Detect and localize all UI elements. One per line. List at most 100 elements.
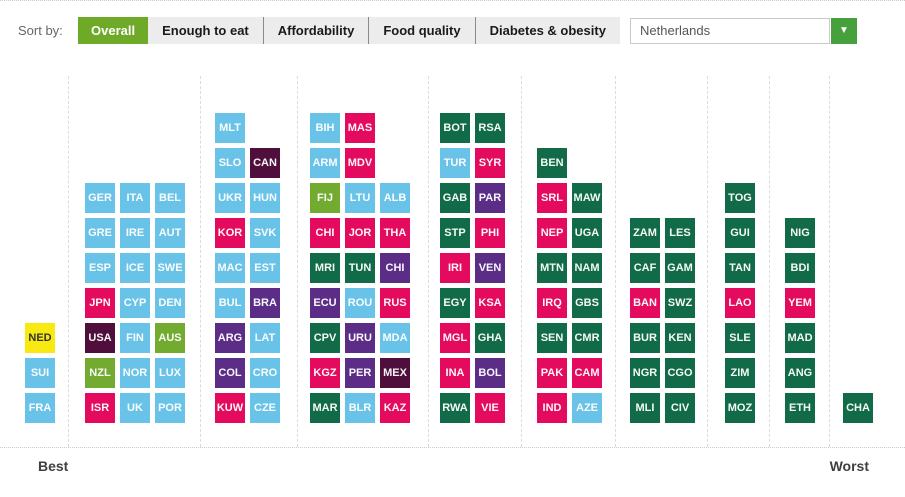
country-tile-swz[interactable]: SWZ bbox=[665, 288, 695, 318]
country-tile-rwa[interactable]: RWA bbox=[440, 393, 470, 423]
country-tile-tha[interactable]: THA bbox=[380, 218, 410, 248]
country-tile-can[interactable]: CAN bbox=[250, 148, 280, 178]
country-tile-jpn[interactable]: JPN bbox=[85, 288, 115, 318]
country-tile-fra[interactable]: FRA bbox=[25, 393, 55, 423]
country-tile-irq[interactable]: IRQ bbox=[537, 288, 567, 318]
country-tile-uk[interactable]: UK bbox=[120, 393, 150, 423]
country-tile-bur[interactable]: BUR bbox=[630, 323, 660, 353]
country-tile-ice[interactable]: ICE bbox=[120, 253, 150, 283]
country-tile-mac[interactable]: MAC bbox=[215, 253, 245, 283]
country-tile-ukr[interactable]: UKR bbox=[215, 183, 245, 213]
country-tile-zam[interactable]: ZAM bbox=[630, 218, 660, 248]
country-tile-ita[interactable]: ITA bbox=[120, 183, 150, 213]
country-tile-bih[interactable]: BIH bbox=[310, 113, 340, 143]
country-tile-chi[interactable]: CHI bbox=[310, 218, 340, 248]
country-tile-ltu[interactable]: LTU bbox=[345, 183, 375, 213]
country-tile-nep[interactable]: NEP bbox=[537, 218, 567, 248]
country-tile-slo[interactable]: SLO bbox=[215, 148, 245, 178]
tab-enough-to-eat[interactable]: Enough to eat bbox=[148, 17, 263, 44]
country-tile-mex[interactable]: MEX bbox=[380, 358, 410, 388]
country-tile-bul[interactable]: BUL bbox=[215, 288, 245, 318]
country-tile-maw[interactable]: MAW bbox=[572, 183, 602, 213]
country-dropdown[interactable]: Netherlands bbox=[630, 18, 830, 44]
country-tile-yem[interactable]: YEM bbox=[785, 288, 815, 318]
country-tile-moz[interactable]: MOZ bbox=[725, 393, 755, 423]
country-tile-cmr[interactable]: CMR bbox=[572, 323, 602, 353]
country-tile-mlt[interactable]: MLT bbox=[215, 113, 245, 143]
country-tile-syr[interactable]: SYR bbox=[475, 148, 505, 178]
country-tile-den[interactable]: DEN bbox=[155, 288, 185, 318]
country-tile-ecu[interactable]: ECU bbox=[310, 288, 340, 318]
chevron-down-icon[interactable]: ▼ bbox=[831, 18, 857, 44]
country-tile-nig[interactable]: NIG bbox=[785, 218, 815, 248]
country-tile-mgl[interactable]: MGL bbox=[440, 323, 470, 353]
country-tile-isr[interactable]: ISR bbox=[85, 393, 115, 423]
country-tile-phi[interactable]: PHI bbox=[475, 218, 505, 248]
country-tile-eth[interactable]: ETH bbox=[785, 393, 815, 423]
country-tile-gab[interactable]: GAB bbox=[440, 183, 470, 213]
country-tile-kgz[interactable]: KGZ bbox=[310, 358, 340, 388]
country-tile-arg[interactable]: ARG bbox=[215, 323, 245, 353]
country-tile-bol[interactable]: BOL bbox=[475, 358, 505, 388]
country-tile-cro[interactable]: CRO bbox=[250, 358, 280, 388]
country-tile-kaz[interactable]: KAZ bbox=[380, 393, 410, 423]
tab-food-quality[interactable]: Food quality bbox=[368, 17, 475, 44]
country-tile-est[interactable]: EST bbox=[250, 253, 280, 283]
country-tile-gha[interactable]: GHA bbox=[475, 323, 505, 353]
country-tile-uga[interactable]: UGA bbox=[572, 218, 602, 248]
country-tile-mli[interactable]: MLI bbox=[630, 393, 660, 423]
country-tile-cpv[interactable]: CPV bbox=[310, 323, 340, 353]
tab-affordability[interactable]: Affordability bbox=[262, 17, 369, 44]
country-tile-swe[interactable]: SWE bbox=[155, 253, 185, 283]
country-tile-esp[interactable]: ESP bbox=[85, 253, 115, 283]
country-tile-pak[interactable]: PAK bbox=[537, 358, 567, 388]
country-tile-mdv[interactable]: MDV bbox=[345, 148, 375, 178]
country-tile-ben[interactable]: BEN bbox=[537, 148, 567, 178]
country-tile-cam[interactable]: CAM bbox=[572, 358, 602, 388]
country-tile-gbs[interactable]: GBS bbox=[572, 288, 602, 318]
country-tile-tan[interactable]: TAN bbox=[725, 253, 755, 283]
country-tile-gam[interactable]: GAM bbox=[665, 253, 695, 283]
country-tile-blr[interactable]: BLR bbox=[345, 393, 375, 423]
country-tile-fin[interactable]: FIN bbox=[120, 323, 150, 353]
country-tile-mas[interactable]: MAS bbox=[345, 113, 375, 143]
country-tile-lat[interactable]: LAT bbox=[250, 323, 280, 353]
country-tile-kor[interactable]: KOR bbox=[215, 218, 245, 248]
country-tile-alb[interactable]: ALB bbox=[380, 183, 410, 213]
country-tile-nam[interactable]: NAM bbox=[572, 253, 602, 283]
country-tile-col[interactable]: COL bbox=[215, 358, 245, 388]
country-tile-mad[interactable]: MAD bbox=[785, 323, 815, 353]
country-tile-cha[interactable]: CHA bbox=[843, 393, 873, 423]
country-tile-ina[interactable]: INA bbox=[440, 358, 470, 388]
country-tile-zim[interactable]: ZIM bbox=[725, 358, 755, 388]
country-tile-aus[interactable]: AUS bbox=[155, 323, 185, 353]
country-tile-ire[interactable]: IRE bbox=[120, 218, 150, 248]
country-tile-tun[interactable]: TUN bbox=[345, 253, 375, 283]
country-tile-ngr[interactable]: NGR bbox=[630, 358, 660, 388]
country-tile-bra[interactable]: BRA bbox=[250, 288, 280, 318]
country-tile-iri[interactable]: IRI bbox=[440, 253, 470, 283]
country-tile-fij[interactable]: FIJ bbox=[310, 183, 340, 213]
country-tile-arm[interactable]: ARM bbox=[310, 148, 340, 178]
country-tile-bdi[interactable]: BDI bbox=[785, 253, 815, 283]
country-tile-tog[interactable]: TOG bbox=[725, 183, 755, 213]
country-tile-uru[interactable]: URU bbox=[345, 323, 375, 353]
country-tile-les[interactable]: LES bbox=[665, 218, 695, 248]
country-tile-egy[interactable]: EGY bbox=[440, 288, 470, 318]
country-tile-svk[interactable]: SVK bbox=[250, 218, 280, 248]
country-tile-vie[interactable]: VIE bbox=[475, 393, 505, 423]
country-tile-lux[interactable]: LUX bbox=[155, 358, 185, 388]
country-tile-cgo[interactable]: CGO bbox=[665, 358, 695, 388]
country-tile-gui[interactable]: GUI bbox=[725, 218, 755, 248]
country-tile-sen[interactable]: SEN bbox=[537, 323, 567, 353]
country-tile-gre[interactable]: GRE bbox=[85, 218, 115, 248]
tab-diabetes-obesity[interactable]: Diabetes & obesity bbox=[474, 17, 620, 44]
country-tile-srl[interactable]: SRL bbox=[537, 183, 567, 213]
country-tile-mar[interactable]: MAR bbox=[310, 393, 340, 423]
country-tile-ind[interactable]: IND bbox=[537, 393, 567, 423]
country-tile-bot[interactable]: BOT bbox=[440, 113, 470, 143]
tab-overall[interactable]: Overall bbox=[78, 17, 149, 44]
country-tile-mda[interactable]: MDA bbox=[380, 323, 410, 353]
country-tile-ban[interactable]: BAN bbox=[630, 288, 660, 318]
country-tile-rsa[interactable]: RSA bbox=[475, 113, 505, 143]
